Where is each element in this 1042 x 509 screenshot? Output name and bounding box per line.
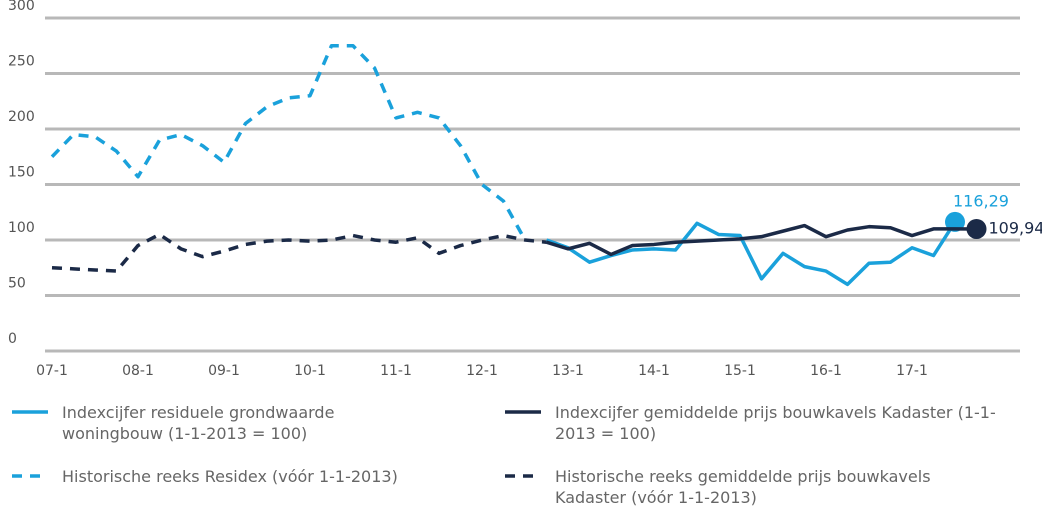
x-tick-label: 17-1 (896, 363, 928, 379)
x-tick-label: 11-1 (380, 363, 412, 379)
x-tick-label: 07-1 (36, 363, 68, 379)
legend-label: Historische reeks gemiddelde prijs bouwk… (555, 467, 931, 507)
legend-item: Historische reeks gemiddelde prijs bouwk… (505, 466, 995, 508)
end-point (966, 218, 987, 239)
series-line (51, 232, 547, 273)
value-label: 109,94 (989, 218, 1042, 237)
legend-swatch (505, 410, 541, 414)
x-tick-label: 16-1 (810, 363, 842, 379)
x-tick-label: 08-1 (122, 363, 154, 379)
x-tick-label: 12-1 (466, 363, 498, 379)
legend-label: Indexcijfer residuele grondwaarde woning… (62, 403, 335, 443)
x-tick-label: 13-1 (552, 363, 584, 379)
y-tick-label: 0 (8, 331, 17, 347)
y-tick-label: 50 (8, 276, 26, 292)
plot: 0 50 100 150 200 250 300 07-1 08-1 09-1 10-1 11-1 12… (8, 0, 1042, 379)
x-tick-label: 15-1 (724, 363, 756, 379)
series-line (545, 223, 977, 257)
series-line (50, 44, 527, 241)
legend-item: Historische reeks Residex (vóór 1-1-2013… (12, 466, 482, 487)
x-tick-label: 09-1 (208, 363, 240, 379)
value-label: 116,29 (953, 191, 1009, 210)
y-tick-label: 200 (8, 109, 35, 125)
legend-swatch (12, 474, 48, 478)
y-tick-label: 150 (8, 165, 35, 181)
y-tick-label: 300 (8, 0, 35, 14)
legend-swatch (12, 410, 48, 414)
x-tick-label: 14-1 (638, 363, 670, 379)
y-tick-label: 250 (8, 54, 35, 70)
x-tick-label: 10-1 (294, 363, 326, 379)
legend-label: Historische reeks Residex (vóór 1-1-2013… (62, 467, 398, 486)
legend-label: Indexcijfer gemiddelde prijs bouwkavels … (555, 403, 996, 443)
end-point (945, 211, 965, 232)
legend-item: Indexcijfer residuele grondwaarde woning… (12, 402, 392, 444)
legend-item: Indexcijfer gemiddelde prijs bouwkavels … (505, 402, 1025, 444)
legend-swatch (505, 474, 541, 478)
y-tick-label: 100 (8, 220, 35, 236)
